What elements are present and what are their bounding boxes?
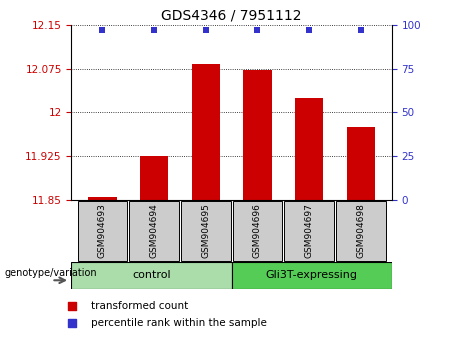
Text: GSM904697: GSM904697 bbox=[305, 204, 313, 258]
Text: Gli3T-expressing: Gli3T-expressing bbox=[266, 270, 358, 280]
Bar bbox=[192, 64, 220, 200]
Bar bbox=[71, 262, 231, 289]
Text: GSM904696: GSM904696 bbox=[253, 204, 262, 258]
Text: GSM904693: GSM904693 bbox=[98, 204, 107, 258]
Text: percentile rank within the sample: percentile rank within the sample bbox=[91, 318, 267, 328]
Bar bbox=[295, 98, 323, 200]
Point bbox=[306, 27, 313, 33]
Text: GSM904695: GSM904695 bbox=[201, 204, 210, 258]
Title: GDS4346 / 7951112: GDS4346 / 7951112 bbox=[161, 8, 302, 22]
Point bbox=[99, 27, 106, 33]
Bar bbox=[140, 156, 168, 200]
Bar bbox=[231, 262, 392, 289]
Text: GSM904694: GSM904694 bbox=[150, 204, 159, 258]
Point bbox=[254, 27, 261, 33]
Bar bbox=[88, 196, 117, 200]
Bar bbox=[77, 201, 127, 261]
Point bbox=[202, 27, 209, 33]
Text: genotype/variation: genotype/variation bbox=[5, 268, 97, 279]
Bar bbox=[336, 201, 386, 261]
Bar bbox=[284, 201, 334, 261]
Point bbox=[69, 303, 76, 308]
Bar bbox=[233, 201, 282, 261]
Text: control: control bbox=[132, 270, 171, 280]
Point bbox=[150, 27, 158, 33]
Bar bbox=[130, 201, 179, 261]
Text: transformed count: transformed count bbox=[91, 301, 188, 310]
Text: GSM904698: GSM904698 bbox=[356, 204, 366, 258]
Bar bbox=[181, 201, 230, 261]
Point bbox=[357, 27, 365, 33]
Bar bbox=[347, 127, 375, 200]
Bar bbox=[243, 70, 272, 200]
Point bbox=[69, 320, 76, 326]
